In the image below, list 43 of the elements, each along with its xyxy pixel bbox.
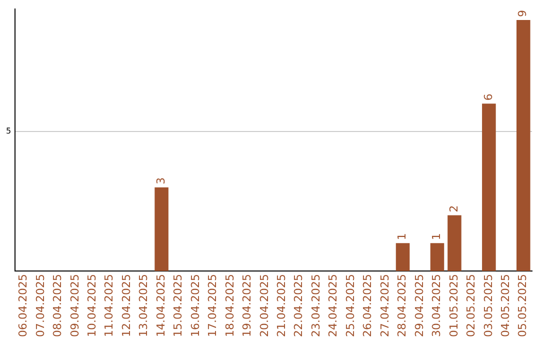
x-tick-label: 02.05.2025 [464, 274, 478, 338]
x-tick-label: 08.04.2025 [51, 274, 64, 338]
data-label: 1 [430, 233, 444, 240]
x-tick-label: 18.04.2025 [223, 274, 236, 338]
x-tick-label: 26.04.2025 [361, 274, 374, 338]
bar [154, 187, 168, 272]
data-label: 1 [396, 233, 409, 240]
x-tick-label: 24.04.2025 [326, 274, 340, 338]
x-tick-label: 19.04.2025 [240, 274, 254, 338]
x-tick-label: 10.04.2025 [85, 274, 98, 338]
x-tick-label: 04.05.2025 [499, 274, 512, 338]
x-tick-label: 06.04.2025 [16, 274, 30, 338]
data-label: 2 [447, 205, 460, 212]
x-tick-label: 30.04.2025 [430, 274, 444, 338]
bar [396, 243, 410, 272]
x-tick-label: 01.05.2025 [447, 274, 460, 338]
data-label: 3 [154, 177, 168, 184]
x-tick-label: 17.04.2025 [206, 274, 220, 338]
x-tick-label: 14.04.2025 [154, 274, 168, 338]
x-tick-label: 23.04.2025 [309, 274, 322, 338]
x-tick-label: 11.04.2025 [102, 274, 116, 338]
bar [430, 243, 444, 272]
x-tick-label: 25.04.2025 [344, 274, 357, 338]
data-label: 9 [516, 10, 530, 17]
y-tick-label: 5 [6, 126, 12, 136]
x-tick-label: 28.04.2025 [396, 274, 409, 338]
x-tick-label: 05.05.2025 [516, 274, 530, 338]
data-label: 6 [482, 94, 495, 101]
bar [482, 104, 496, 272]
x-tick-label: 27.04.2025 [378, 274, 392, 338]
x-tick-label: 09.04.2025 [68, 274, 82, 338]
bar [448, 215, 462, 272]
x-tick-label: 22.04.2025 [292, 274, 306, 338]
x-tick-label: 03.05.2025 [482, 274, 495, 338]
x-tick-label: 20.04.2025 [258, 274, 271, 338]
x-tick-label: 16.04.2025 [188, 274, 202, 338]
x-tick-label: 13.04.2025 [137, 274, 150, 338]
x-tick-label: 21.04.2025 [275, 274, 288, 338]
x-tick-label: 15.04.2025 [172, 274, 185, 338]
x-tick-label: 12.04.2025 [120, 274, 133, 338]
x-tick-label: 07.04.2025 [34, 274, 47, 338]
bar [516, 20, 530, 272]
x-tick-label: 29.04.2025 [412, 274, 426, 338]
